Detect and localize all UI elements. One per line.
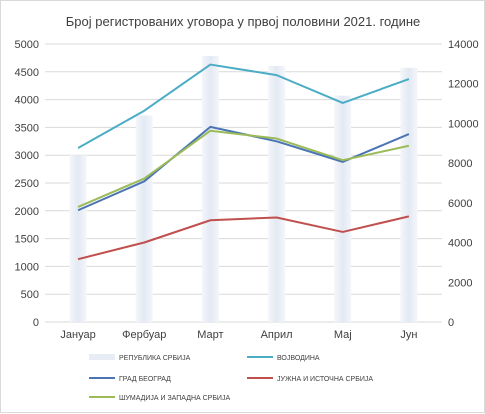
bar-republika-srbija bbox=[201, 55, 219, 323]
right-axis-tick-label: 6000 bbox=[448, 198, 472, 210]
x-axis-tick-label: Фербуар bbox=[122, 329, 166, 341]
series-line bbox=[77, 215, 410, 261]
left-axis-tick-label: 2000 bbox=[15, 206, 39, 218]
left-axis-tick-label: 5000 bbox=[15, 39, 39, 51]
right-axis-tick-label: 4000 bbox=[448, 238, 472, 250]
right-axis-tick-label: 8000 bbox=[448, 158, 472, 170]
series-line bbox=[77, 125, 410, 212]
legend-label: ЈУЖНА И ИСТОЧНА СРБИЈА bbox=[277, 376, 373, 383]
line-series bbox=[77, 63, 410, 261]
left-axis-ticks: 0 500 1000 1500 2000 2500 3000 3500 4000 4500 5000 bbox=[15, 39, 39, 329]
legend-label: ВОЈВОДИНА bbox=[277, 355, 320, 362]
bar-republika-srbija bbox=[400, 67, 418, 322]
bar-republika-srbija bbox=[69, 155, 87, 322]
chart-title: Број регистрованих уговора у првој полов… bbox=[66, 14, 421, 29]
left-axis-tick-label: 4500 bbox=[15, 67, 39, 79]
x-axis-tick-label: Март bbox=[197, 329, 223, 341]
right-axis-tick-label: 0 bbox=[448, 317, 454, 329]
left-axis-tick-label: 3000 bbox=[15, 150, 39, 162]
legend: РЕПУБЛИКА СРБИЈА ВОЈВОДИНА ГРАД БЕОГРАД ЈУЖ… bbox=[89, 354, 373, 402]
right-axis-tick-label: 10000 bbox=[448, 118, 479, 130]
right-axis-tick-label: 2000 bbox=[448, 277, 472, 289]
x-axis-ticks: Јануар Фербуар Март Април Мај Јун bbox=[60, 329, 417, 341]
bar-republika-srbija bbox=[334, 95, 352, 322]
legend-label: ШУМАДИЈА И ЗАПАДНА СРБИЈА bbox=[119, 395, 230, 402]
x-axis-tick-label: Јун bbox=[400, 329, 417, 341]
x-axis-tick-label: Април bbox=[261, 329, 293, 341]
right-axis-ticks: 0 2000 4000 6000 8000 10000 12000 14000 bbox=[448, 39, 479, 329]
left-axis-tick-label: 0 bbox=[33, 317, 39, 329]
left-axis-tick-label: 3500 bbox=[15, 122, 39, 134]
left-axis-tick-label: 4000 bbox=[15, 95, 39, 107]
left-axis-tick-label: 2500 bbox=[15, 178, 39, 190]
left-axis-tick-label: 1000 bbox=[15, 261, 39, 273]
left-axis-tick-label: 500 bbox=[21, 289, 39, 301]
legend-swatch bbox=[89, 354, 115, 360]
series-line bbox=[77, 63, 410, 149]
bar-series bbox=[69, 55, 418, 323]
x-axis-tick-label: Мај bbox=[334, 329, 352, 341]
x-axis-tick-label: Јануар bbox=[60, 329, 95, 341]
left-axis-tick-label: 1500 bbox=[15, 234, 39, 246]
legend-label: ГРАД БЕОГРАД bbox=[119, 376, 171, 383]
series-line bbox=[77, 129, 410, 208]
bar-republika-srbija bbox=[268, 65, 286, 322]
legend-label: РЕПУБЛИКА СРБИЈА bbox=[119, 355, 191, 362]
right-axis-tick-label: 12000 bbox=[448, 79, 479, 91]
gridlines bbox=[45, 43, 442, 323]
right-axis-tick-label: 14000 bbox=[448, 39, 479, 51]
bar-republika-srbija bbox=[135, 115, 153, 322]
